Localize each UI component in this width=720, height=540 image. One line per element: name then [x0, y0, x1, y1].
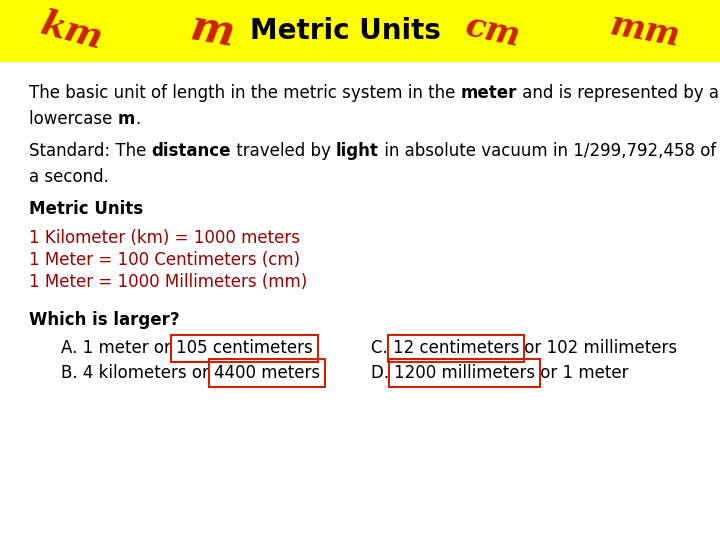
- Text: 4400 meters: 4400 meters: [215, 363, 320, 382]
- Text: and is represented by a: and is represented by a: [517, 84, 719, 102]
- Text: The basic unit of length in the metric system in the: The basic unit of length in the metric s…: [29, 84, 460, 102]
- Text: or 102 millimeters: or 102 millimeters: [519, 339, 678, 357]
- Text: Standard: The: Standard: The: [29, 142, 151, 160]
- Text: 1 Kilometer (km) = 1000 meters: 1 Kilometer (km) = 1000 meters: [29, 229, 300, 247]
- Text: 105 centimeters: 105 centimeters: [176, 339, 313, 357]
- Text: A. 1 meter or: A. 1 meter or: [61, 339, 176, 357]
- Text: a second.: a second.: [29, 168, 109, 186]
- Text: Which is larger?: Which is larger?: [29, 310, 179, 328]
- Text: cm: cm: [462, 9, 524, 53]
- Text: B. 4 kilometers or: B. 4 kilometers or: [61, 363, 215, 382]
- Text: 12 centimeters: 12 centimeters: [393, 339, 519, 357]
- Text: km: km: [37, 6, 107, 56]
- Text: light: light: [336, 142, 379, 160]
- Text: meter: meter: [460, 84, 517, 102]
- Text: distance: distance: [151, 142, 231, 160]
- Text: 1 Meter = 1000 Millimeters (mm): 1 Meter = 1000 Millimeters (mm): [29, 273, 307, 291]
- Text: in absolute vacuum in 1/299,792,458 of: in absolute vacuum in 1/299,792,458 of: [379, 142, 716, 160]
- Text: m: m: [117, 110, 135, 127]
- Text: mm: mm: [607, 9, 682, 53]
- Text: lowercase: lowercase: [29, 110, 117, 127]
- Text: D.: D.: [371, 363, 394, 382]
- Text: Metric Units: Metric Units: [250, 17, 441, 45]
- Text: traveled by: traveled by: [231, 142, 336, 160]
- Text: 1200 millimeters: 1200 millimeters: [394, 363, 535, 382]
- Text: or 1 meter: or 1 meter: [535, 363, 629, 382]
- FancyBboxPatch shape: [0, 0, 720, 62]
- Text: m: m: [187, 6, 238, 56]
- Text: 1 Meter = 100 Centimeters (cm): 1 Meter = 100 Centimeters (cm): [29, 251, 300, 269]
- Text: C.: C.: [371, 339, 393, 357]
- Text: Metric Units: Metric Units: [29, 200, 143, 218]
- Text: .: .: [135, 110, 140, 127]
